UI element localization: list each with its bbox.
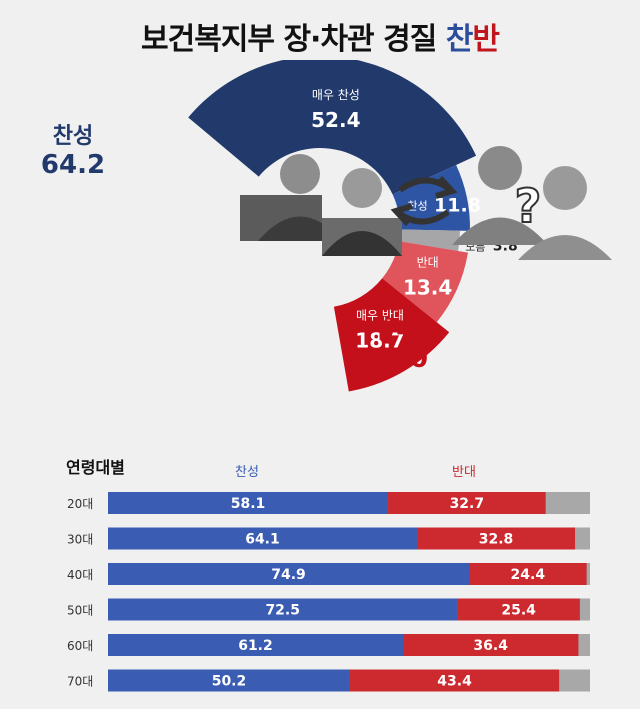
oppose-total: 반대 32.0 <box>356 312 436 374</box>
bar-approve <box>108 634 403 656</box>
bar-oppose-value: 32.8 <box>479 532 514 548</box>
bar-approve <box>108 527 417 550</box>
legend-oppose: 반대 <box>452 465 476 480</box>
bar-row: 50대 72.5 25.4 <box>67 598 590 621</box>
bar-category-label: 60대 <box>67 639 93 653</box>
bar-rows: 20대 58.1 32.7 30대 64.1 32.8 40대 74.9 24.4 50대 72.5… <box>67 492 590 692</box>
bar-category-label: 20대 <box>67 497 93 511</box>
bar-oppose-value: 32.7 <box>450 496 485 512</box>
bar-oppose <box>388 492 546 514</box>
approve-total-label: 찬성 <box>52 124 94 149</box>
bar-oppose-value: 25.4 <box>501 603 536 619</box>
oppose-total-value: 32.0 <box>363 344 429 374</box>
bar-category-label: 30대 <box>67 533 93 547</box>
bar-approve-value: 64.1 <box>245 532 280 548</box>
title-highlight-approve: 찬 <box>445 22 474 57</box>
pie-label-value-3: 13.4 <box>403 275 452 299</box>
pie-label-name-1: 찬성 <box>407 199 427 213</box>
official-photo-2 <box>322 168 402 256</box>
pie-slice-1 <box>392 164 471 231</box>
bar-approve <box>108 669 350 692</box>
bar-oppose <box>349 669 560 692</box>
bar-oppose-value: 36.4 <box>473 638 508 654</box>
swap-arrows-icon <box>390 175 458 227</box>
approve-total-value: 64.2 <box>40 150 106 180</box>
bar-approve <box>108 492 389 514</box>
bar-approve-value: 50.2 <box>212 674 247 690</box>
approve-total: 찬성 64.2 <box>38 118 108 180</box>
bar-category-label: 70대 <box>67 675 93 689</box>
page-title: 보건복지부 장·차관 경질 찬반 <box>0 14 640 58</box>
bar-approve-value: 58.1 <box>231 496 266 512</box>
pie-slice-2 <box>398 229 460 251</box>
bar-approve <box>108 563 470 585</box>
pie-label-name-4: 매우 반대 <box>356 309 404 323</box>
bar-category-label: 50대 <box>67 604 93 618</box>
bar-row: 70대 50.2 43.4 <box>67 669 590 692</box>
pie-slice-3 <box>382 241 468 323</box>
bar-oppose <box>457 598 580 621</box>
title-highlight-oppose: 반 <box>472 22 500 57</box>
bar-row: 60대 61.2 36.4 <box>67 634 590 656</box>
bar-category-label: 40대 <box>67 568 93 582</box>
bar-row: 40대 74.9 24.4 <box>67 563 590 585</box>
age-chart-title: 연령대별 <box>66 458 125 477</box>
pie-label-name-3: 반대 <box>417 255 439 269</box>
bar-oppose <box>402 634 579 656</box>
bar-oppose-value: 43.4 <box>437 674 472 690</box>
pie-slices <box>188 60 477 392</box>
bar-approve-value: 72.5 <box>265 603 300 619</box>
legend-approve: 찬성 <box>235 465 259 480</box>
pie-slice-4 <box>333 278 450 392</box>
bar-approve-value: 74.9 <box>271 567 306 583</box>
bar-row: 20대 58.1 32.7 <box>67 492 590 514</box>
unknown-person-silhouettes <box>452 146 612 260</box>
pie-slice-0 <box>188 60 477 195</box>
pie-label-value-4: 18.7 <box>355 329 404 353</box>
bar-row: 30대 64.1 32.8 <box>67 527 590 550</box>
official-photo-1 <box>240 154 342 241</box>
bar-approve <box>108 598 458 621</box>
bar-oppose <box>416 527 576 550</box>
title-main: 보건복지부 장·차관 경질 <box>141 22 437 57</box>
bar-oppose-value: 24.4 <box>511 567 546 583</box>
oppose-total-label: 반대 <box>375 318 417 343</box>
pie-label-value-0: 52.4 <box>311 108 360 132</box>
age-bar-chart: 연령대별 찬성 반대 20대 58.1 32.7 30대 64.1 32.8 40대 74.9… <box>66 458 590 692</box>
bar-approve-value: 61.2 <box>238 638 273 654</box>
bar-oppose <box>469 563 587 585</box>
question-mark-icon: ? <box>515 179 542 233</box>
pie-label-name-0: 매우 찬성 <box>312 87 360 102</box>
